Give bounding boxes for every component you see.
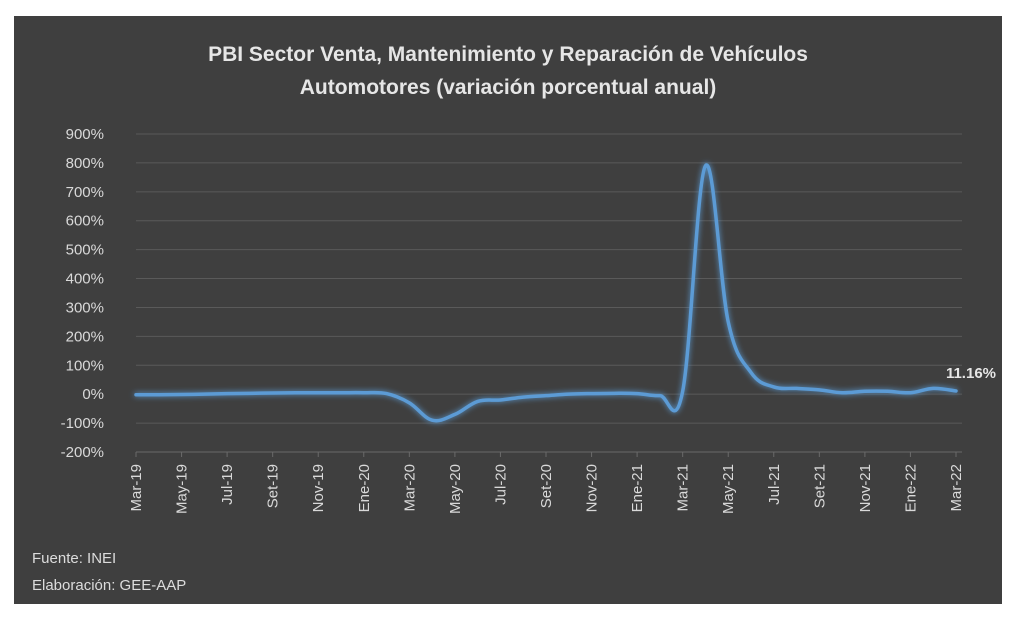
x-tick-label: Ene-22 <box>902 464 919 512</box>
y-tick-label: 800% <box>66 155 104 172</box>
series-line <box>134 163 958 423</box>
x-tick-label: Jul-20 <box>492 464 509 505</box>
x-tick-label: Mar-19 <box>128 464 145 512</box>
source-note: Fuente: INEI <box>32 550 117 567</box>
y-tick-label: 200% <box>66 328 104 345</box>
y-tick-label: 900% <box>66 126 104 143</box>
x-tick-label: Set-20 <box>538 464 555 508</box>
x-tick-label: Ene-20 <box>356 464 373 512</box>
y-tick-label: 100% <box>66 357 104 374</box>
x-tick-label: Jul-19 <box>219 464 236 505</box>
x-tick-label: May-20 <box>447 464 464 514</box>
y-tick-label: 300% <box>66 299 104 316</box>
x-tick-label: May-21 <box>720 464 737 514</box>
x-axis: Mar-19 May-19 Jul-19 Set-19 Nov-19 Ene-20 Mar-… <box>128 451 965 514</box>
x-tick-label: Set-21 <box>811 464 828 508</box>
y-axis: -200% -100% 0% 100% 200% 300% 400% 500% 600% 700%… <box>61 126 104 461</box>
credit-note: Elaboración: GEE-AAP <box>32 577 187 594</box>
y-tick-label: 600% <box>66 213 104 230</box>
chart-title-line-1: PBI Sector Venta, Mantenimiento y Repara… <box>208 43 808 66</box>
y-tick-label: 0% <box>82 386 104 403</box>
x-tick-label: Nov-20 <box>584 464 601 512</box>
x-tick-label: Set-19 <box>265 464 282 508</box>
gridlines <box>136 133 962 453</box>
annotation-layer: 11.16% <box>946 365 996 382</box>
x-tick-label: May-19 <box>174 464 191 514</box>
y-tick-label: 500% <box>66 242 104 259</box>
y-tick-label: 700% <box>66 184 104 201</box>
x-tick-label: Jul-21 <box>766 464 783 505</box>
chart-title: PBI Sector Venta, Mantenimiento y Repara… <box>14 38 1002 104</box>
x-tick-label: Nov-19 <box>310 464 327 512</box>
x-tick-label: Mar-22 <box>948 464 965 512</box>
y-tick-label: 400% <box>66 271 104 288</box>
y-tick-label: -100% <box>61 415 104 432</box>
x-tick-label: Mar-21 <box>675 464 692 512</box>
chart-title-line-2: Automotores (variación porcentual anual) <box>299 76 717 99</box>
x-tick-label: Ene-21 <box>629 464 646 512</box>
y-tick-label: -200% <box>61 444 104 461</box>
x-tick-label: Nov-21 <box>857 464 874 512</box>
series-layer <box>134 163 958 423</box>
data-label: 11.16% <box>946 365 996 382</box>
chart-panel: PBI Sector Venta, Mantenimiento y Repara… <box>14 16 1002 604</box>
line-chart: -200% -100% 0% 100% 200% 300% 400% 500% 600% 700%… <box>61 126 996 514</box>
x-tick-label: Mar-20 <box>401 464 418 512</box>
